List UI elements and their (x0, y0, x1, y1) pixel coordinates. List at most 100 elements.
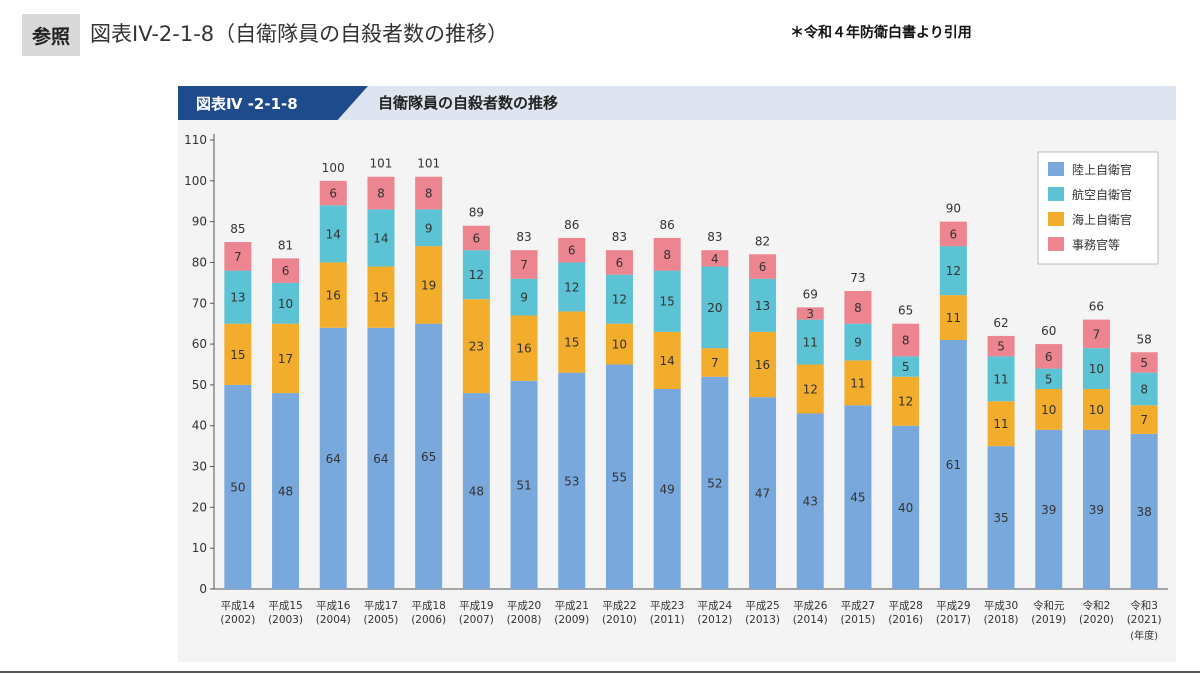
bar-segment (939, 246, 967, 296)
segment-value-label: 55 (612, 470, 627, 484)
bar-segment (272, 323, 300, 394)
x-tick-label-era: 令和2 (1083, 599, 1111, 612)
legend-swatch (1048, 187, 1064, 201)
segment-value-label: 9 (854, 336, 862, 350)
bar-segment (892, 356, 920, 377)
segment-value-label: 12 (803, 382, 818, 396)
total-value-label: 90 (946, 202, 961, 216)
bar-segment (1082, 348, 1110, 389)
bar-segment (796, 413, 824, 589)
segment-value-label: 7 (1093, 327, 1101, 341)
bar-segment (749, 278, 777, 332)
segment-value-label: 61 (946, 458, 961, 472)
x-tick-label-era: 平成29 (936, 600, 970, 612)
x-tick-label-year: (2010) (602, 614, 637, 626)
bar-segment (939, 340, 967, 589)
segment-value-label: 16 (516, 342, 531, 356)
source-note: ＊令和４年防衛白書より引用 (790, 25, 972, 41)
segment-value-label: 5 (1045, 372, 1053, 386)
x-tick-label-era: 平成30 (984, 600, 1018, 612)
legend-label: 航空自衛官 (1072, 187, 1132, 202)
x-tick-label-era: 令和元 (1033, 599, 1065, 612)
bar-segment (605, 274, 633, 324)
segment-value-label: 16 (755, 358, 770, 372)
x-axis-unit-label: (年度) (1130, 629, 1158, 642)
bar-segment (1035, 429, 1063, 589)
bar-segment (224, 242, 252, 271)
y-tick-label: 110 (184, 133, 207, 147)
segment-value-label: 11 (850, 376, 865, 390)
segment-value-label: 6 (950, 227, 958, 241)
bar-segment (367, 266, 395, 328)
segment-value-label: 50 (230, 480, 245, 494)
segment-value-label: 10 (1089, 362, 1104, 376)
x-tick-label-era: 平成20 (507, 600, 541, 612)
x-tick-label-year: (2014) (793, 614, 828, 626)
x-tick-label-year: (2013) (745, 614, 780, 626)
bar-segment (415, 246, 443, 324)
segment-value-label: 8 (377, 187, 385, 201)
bottom-rule (0, 671, 1200, 673)
bar-segment (272, 393, 300, 589)
x-tick-label-era: 平成26 (793, 600, 828, 612)
segment-value-label: 17 (278, 352, 293, 366)
bar-segment (844, 405, 872, 589)
segment-value-label: 6 (473, 231, 481, 245)
x-tick-label-year: (2020) (1079, 614, 1114, 626)
bar-segment (701, 348, 729, 377)
y-tick-label: 20 (192, 500, 207, 514)
segment-value-label: 3 (806, 307, 814, 321)
bar-segment (319, 205, 347, 263)
segment-value-label: 14 (326, 227, 341, 241)
bar-segment (462, 393, 490, 589)
x-tick-label-era: 平成18 (411, 600, 445, 612)
total-value-label: 62 (993, 316, 1008, 330)
segment-value-label: 39 (1041, 503, 1056, 517)
total-value-label: 82 (755, 234, 770, 248)
segment-value-label: 13 (230, 291, 245, 305)
segment-value-label: 5 (997, 340, 1005, 354)
x-tick-label-era: 平成15 (268, 600, 302, 612)
x-tick-label-era: 平成24 (698, 600, 733, 612)
segment-value-label: 19 (421, 278, 436, 292)
segment-value-label: 45 (850, 491, 865, 505)
x-tick-label-year: (2009) (554, 614, 589, 626)
bar-segment (415, 323, 443, 589)
bar-segment (796, 364, 824, 414)
bar-segment (510, 315, 538, 381)
bar-segment (844, 323, 872, 361)
bar-segment (749, 397, 777, 589)
x-tick-label-year: (2016) (888, 614, 923, 626)
legend-label: 陸上自衛官 (1072, 162, 1132, 177)
segment-value-label: 8 (902, 334, 910, 348)
x-tick-label-era: 平成14 (221, 600, 256, 612)
total-value-label: 60 (1041, 324, 1056, 338)
segment-value-label: 8 (1140, 382, 1148, 396)
total-value-label: 85 (230, 222, 245, 236)
bar-segment (749, 254, 777, 279)
bar-segment (701, 376, 729, 589)
x-tick-label-era: 平成28 (888, 600, 922, 612)
legend-swatch (1048, 162, 1064, 176)
bar-segment (462, 299, 490, 394)
total-value-label: 100 (322, 161, 345, 175)
segment-value-label: 51 (516, 478, 531, 492)
segment-value-label: 35 (993, 511, 1008, 525)
total-value-label: 81 (278, 238, 293, 252)
reference-tag: 参照 (22, 14, 80, 56)
bar-segment (892, 425, 920, 589)
segment-value-label: 12 (946, 264, 961, 278)
x-tick-label-year: (2007) (459, 614, 494, 626)
x-tick-label-year: (2004) (316, 614, 351, 626)
x-tick-label-era: 平成21 (555, 600, 589, 612)
bar-segment (415, 176, 443, 210)
figure-header: 図表Ⅳ -2-1-8 自衛隊員の自殺者数の推移 (178, 86, 1176, 120)
bar-segment (510, 278, 538, 316)
bar-segment (892, 376, 920, 426)
bar-segment (939, 221, 967, 247)
segment-value-label: 9 (520, 291, 528, 305)
segment-value-label: 48 (469, 485, 484, 499)
total-value-label: 83 (612, 230, 627, 244)
segment-value-label: 15 (660, 295, 675, 309)
bar-segment (701, 266, 729, 349)
